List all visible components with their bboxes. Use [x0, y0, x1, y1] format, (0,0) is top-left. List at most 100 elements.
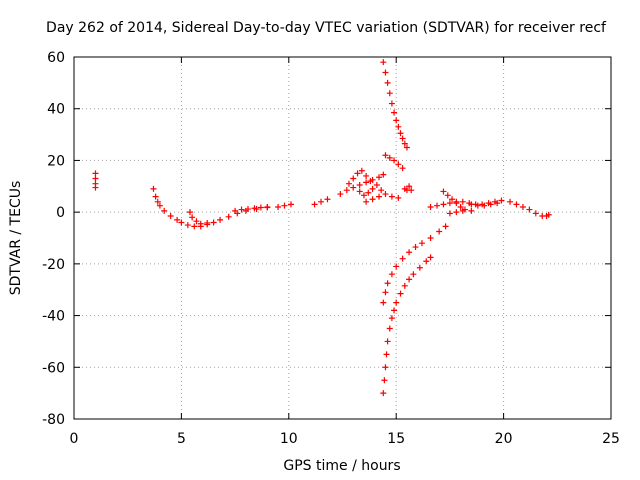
- data-point: [397, 130, 404, 137]
- data-point: [380, 59, 387, 66]
- data-point: [388, 271, 395, 278]
- data-point: [92, 175, 99, 182]
- data-point: [444, 192, 451, 199]
- data-point: [174, 216, 181, 223]
- data-point: [358, 167, 365, 174]
- y-tick-labels: -80 -60 -40 -20 0 20 40 60: [42, 50, 65, 428]
- data-point: [406, 183, 413, 190]
- data-point: [92, 170, 99, 177]
- data-point: [380, 299, 387, 306]
- data-point: [532, 210, 539, 217]
- data-point: [397, 290, 404, 297]
- data-point: [356, 188, 363, 195]
- x-tick-labels: 0 5 10 15 20 25: [70, 431, 620, 447]
- data-point: [459, 198, 466, 205]
- data-point: [427, 254, 434, 261]
- x-axis-label: GPS time / hours: [283, 458, 400, 474]
- data-point: [191, 223, 198, 230]
- data-point: [395, 161, 402, 168]
- data-point: [287, 201, 294, 208]
- y-tick-label: -40: [42, 309, 65, 325]
- x-tick-label: 25: [602, 431, 620, 447]
- data-point: [360, 192, 367, 199]
- data-point: [244, 206, 251, 213]
- data-point: [406, 276, 413, 283]
- data-point: [382, 289, 389, 296]
- data-point: [507, 198, 514, 205]
- data-point: [386, 325, 393, 332]
- data-point: [498, 197, 505, 204]
- data-point: [363, 172, 370, 179]
- data-point: [391, 157, 398, 164]
- data-point: [545, 211, 552, 218]
- data-point: [369, 196, 376, 203]
- data-point: [167, 213, 174, 220]
- data-point: [391, 109, 398, 116]
- data-point: [427, 203, 434, 210]
- data-point: [399, 135, 406, 142]
- data-point: [494, 200, 501, 207]
- data-point: [217, 216, 224, 223]
- data-points: [92, 59, 552, 397]
- data-point: [423, 258, 430, 265]
- x-tick-label: 0: [70, 431, 79, 447]
- data-point: [380, 171, 387, 178]
- data-point: [393, 117, 400, 124]
- chart-title: Day 262 of 2014, Sidereal Day-to-day VTE…: [46, 20, 607, 36]
- y-tick-label: 0: [56, 205, 65, 221]
- data-point: [468, 207, 475, 214]
- axis-ticks: [73, 56, 612, 420]
- data-point: [459, 207, 466, 214]
- data-point: [446, 200, 453, 207]
- data-point: [365, 189, 372, 196]
- data-point: [257, 204, 264, 211]
- data-point: [395, 123, 402, 130]
- data-point: [403, 144, 410, 151]
- x-tick-label: 15: [387, 431, 405, 447]
- data-point: [154, 198, 161, 205]
- data-point: [386, 154, 393, 161]
- data-point: [388, 315, 395, 322]
- data-point: [384, 280, 391, 287]
- data-point: [378, 187, 385, 194]
- data-point: [399, 255, 406, 262]
- data-point: [384, 79, 391, 86]
- data-point: [412, 244, 419, 251]
- data-point: [156, 202, 163, 209]
- data-point: [343, 187, 350, 194]
- data-point: [186, 209, 193, 216]
- data-point: [449, 196, 456, 203]
- data-point: [440, 201, 447, 208]
- data-point: [238, 206, 245, 213]
- data-point: [487, 201, 494, 208]
- y-tick-label: -60: [42, 360, 65, 376]
- data-point: [350, 175, 357, 182]
- data-point: [393, 263, 400, 270]
- data-point: [388, 100, 395, 107]
- data-point: [363, 179, 370, 186]
- data-point: [384, 338, 391, 345]
- data-point: [189, 214, 196, 221]
- data-point: [204, 220, 211, 227]
- data-point: [434, 202, 441, 209]
- data-point: [481, 202, 488, 209]
- data-point: [410, 271, 417, 278]
- data-point: [446, 210, 453, 217]
- x-tick-label: 10: [280, 431, 298, 447]
- y-tick-label: 20: [47, 153, 65, 169]
- y-tick-label: -80: [42, 412, 65, 428]
- data-point: [393, 299, 400, 306]
- data-point: [193, 218, 200, 225]
- y-tick-label: 40: [47, 102, 65, 118]
- x-tick-label: 5: [177, 431, 186, 447]
- data-point: [427, 235, 434, 241]
- data-point: [350, 184, 357, 191]
- data-point: [376, 174, 383, 181]
- data-point: [382, 364, 389, 371]
- data-point: [281, 202, 288, 209]
- data-point: [210, 219, 217, 226]
- x-tick-label: 20: [495, 431, 513, 447]
- data-point: [367, 178, 374, 185]
- data-point: [318, 198, 325, 205]
